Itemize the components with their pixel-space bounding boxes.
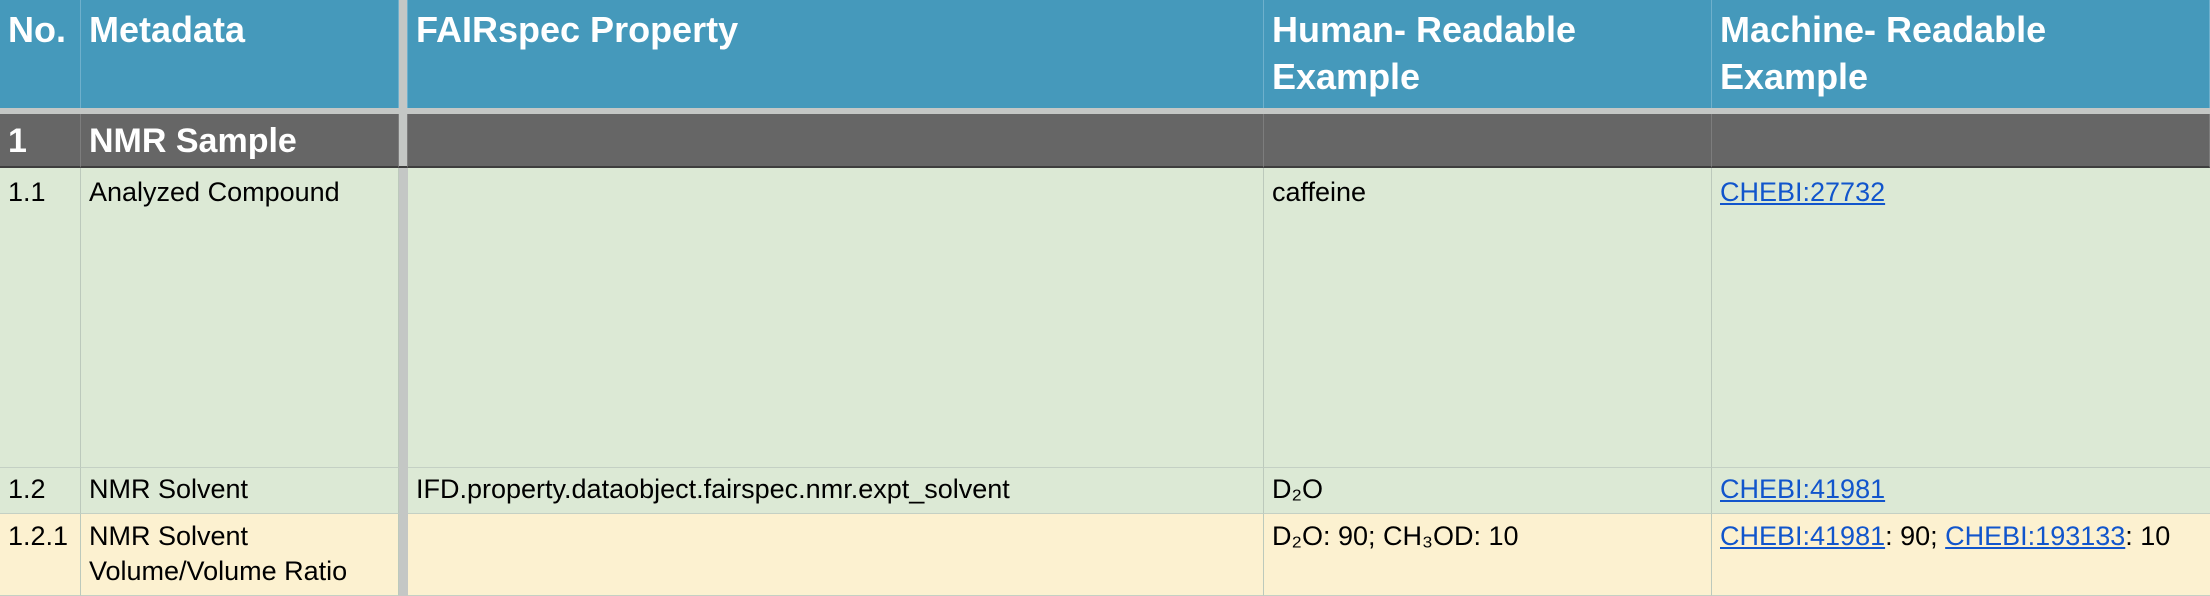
frozen-row-divider[interactable] <box>0 108 2210 114</box>
row-property[interactable] <box>408 514 1264 596</box>
section-empty-cell[interactable] <box>408 114 1264 168</box>
section-title[interactable]: NMR Sample <box>81 114 399 168</box>
row-machine-readable[interactable]: CHEBI:41981 <box>1712 468 2210 514</box>
table-row: 1.2.1 NMR Solvent Volume/Volume Ratio D₂… <box>0 514 2210 596</box>
chebi-link[interactable]: CHEBI:41981 <box>1720 521 1886 551</box>
row-no[interactable]: 1.1 <box>0 168 81 468</box>
ratio-text: : 90; <box>1885 521 1946 551</box>
frozen-column-divider[interactable] <box>399 0 408 108</box>
row-machine-readable[interactable]: CHEBI:27732 <box>1712 168 2210 468</box>
row-metadata[interactable]: NMR Solvent Volume/Volume Ratio <box>81 514 399 596</box>
row-human-readable[interactable]: D₂O <box>1264 468 1712 514</box>
frozen-column-divider[interactable] <box>399 468 408 514</box>
row-human-readable[interactable]: D₂O: 90; CH₃OD: 10 <box>1264 514 1712 596</box>
section-empty-cell[interactable] <box>1712 114 2210 168</box>
row-metadata[interactable]: NMR Solvent <box>81 468 399 514</box>
row-metadata[interactable]: Analyzed Compound <box>81 168 399 468</box>
chebi-link[interactable]: CHEBI:193133 <box>1945 521 2126 551</box>
row-property[interactable]: IFD.property.dataobject.fairspec.nmr.exp… <box>408 468 1264 514</box>
header-fairspec-property[interactable]: FAIRspec Property <box>408 0 1264 108</box>
row-human-readable[interactable]: caffeine <box>1264 168 1712 468</box>
header-machine-readable[interactable]: Machine- Readable Example <box>1712 0 2210 108</box>
row-no[interactable]: 1.2 <box>0 468 81 514</box>
chebi-link[interactable]: CHEBI:41981 <box>1720 474 1886 504</box>
header-row: No. Metadata FAIRspec Property Human- Re… <box>0 0 2210 108</box>
chebi-link[interactable]: CHEBI:27732 <box>1720 177 1886 207</box>
header-no[interactable]: No. <box>0 0 81 108</box>
header-human-readable[interactable]: Human- Readable Example <box>1264 0 1712 108</box>
header-metadata[interactable]: Metadata <box>81 0 399 108</box>
section-row: 1 NMR Sample <box>0 114 2210 168</box>
section-empty-cell[interactable] <box>1264 114 1712 168</box>
table-row: 1.2 NMR Solvent IFD.property.dataobject.… <box>0 468 2210 514</box>
frozen-column-divider[interactable] <box>399 114 408 168</box>
ratio-text: : 10 <box>2125 521 2171 551</box>
frozen-column-divider[interactable] <box>399 168 408 468</box>
table-row: 1.1 Analyzed Compound caffeine CHEBI:277… <box>0 168 2210 468</box>
frozen-column-divider[interactable] <box>399 514 408 596</box>
section-no[interactable]: 1 <box>0 114 81 168</box>
row-machine-readable[interactable]: CHEBI:41981: 90; CHEBI:193133: 10 <box>1712 514 2210 596</box>
row-no[interactable]: 1.2.1 <box>0 514 81 596</box>
row-property[interactable] <box>408 168 1264 468</box>
